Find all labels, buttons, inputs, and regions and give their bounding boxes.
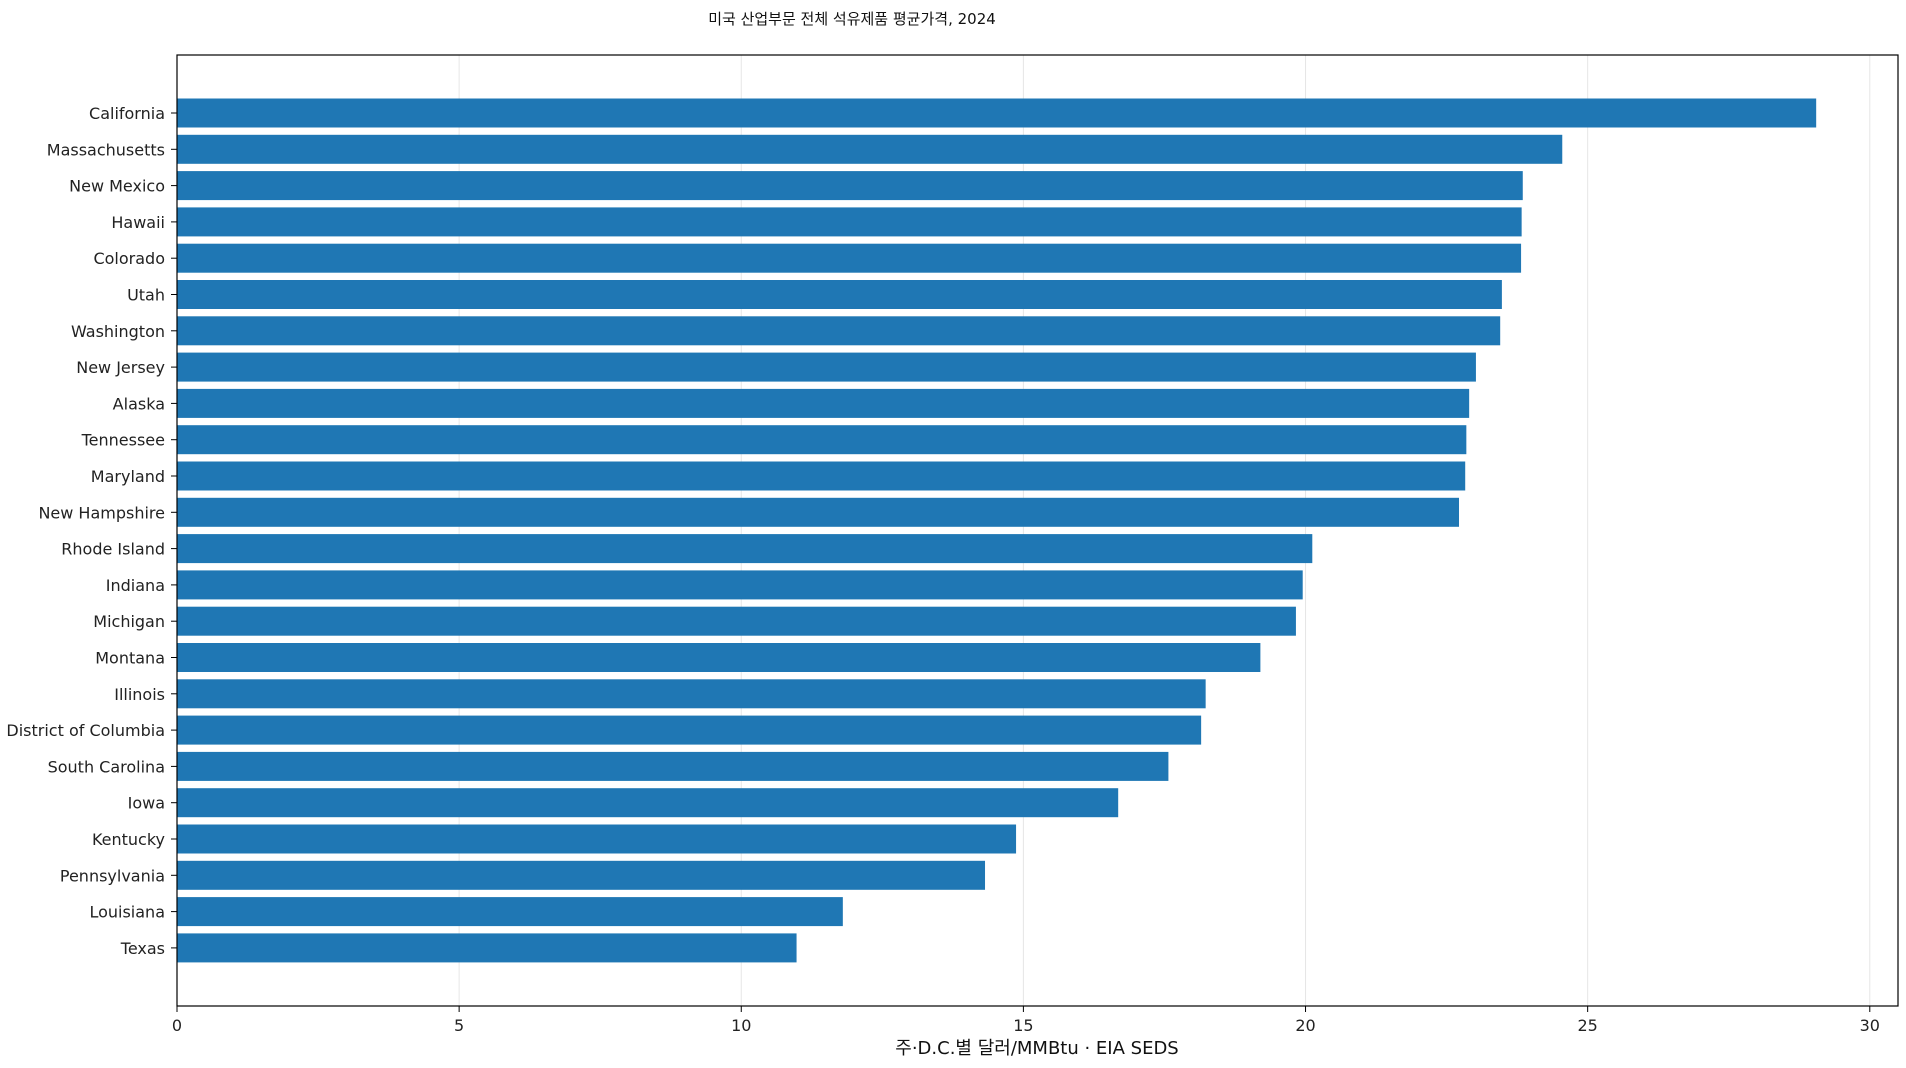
x-tick-label: 30 <box>1860 1016 1880 1035</box>
category-label: Michigan <box>93 612 165 631</box>
bar <box>177 171 1523 201</box>
category-label: Illinois <box>114 685 165 704</box>
x-tick-label: 20 <box>1295 1016 1315 1035</box>
bar <box>177 207 1522 237</box>
x-tick-label: 5 <box>454 1016 464 1035</box>
bar <box>177 933 797 963</box>
category-label: Iowa <box>128 794 165 813</box>
bar <box>177 679 1206 709</box>
bar <box>177 352 1476 382</box>
bar <box>177 461 1466 491</box>
bar <box>177 497 1460 527</box>
bar <box>177 98 1817 128</box>
x-tick-label: 15 <box>1013 1016 1033 1035</box>
x-tick-label: 10 <box>731 1016 751 1035</box>
category-label: Alaska <box>113 394 165 413</box>
bar <box>177 134 1563 164</box>
category-label: Kentucky <box>92 830 165 849</box>
category-labels: California Massachusetts New Mexico Hawaii C… <box>6 104 177 958</box>
plot-frame <box>176 54 1899 1007</box>
x-axis-label: 주·D.C.별 달러/MMBtu · EIA SEDS <box>895 1038 1178 1059</box>
x-tick-label: 25 <box>1577 1016 1597 1035</box>
category-label: Hawaii <box>111 213 165 232</box>
x-axis-ticks: 0 5 10 15 20 25 30 <box>172 1006 1880 1035</box>
bar <box>177 606 1296 636</box>
category-label: New Jersey <box>76 358 165 377</box>
category-label: Pennsylvania <box>60 866 165 885</box>
bar <box>177 388 1470 418</box>
category-label: Colorado <box>93 249 165 268</box>
bar <box>177 751 1169 781</box>
bar <box>177 897 843 927</box>
category-label: Montana <box>95 649 165 668</box>
x-tick-label: 0 <box>172 1016 182 1035</box>
bar <box>177 280 1502 309</box>
category-label: District of Columbia <box>6 721 165 740</box>
category-label: South Carolina <box>48 757 165 776</box>
bar <box>177 570 1303 600</box>
category-label: Utah <box>127 286 165 305</box>
category-label: Massachusetts <box>47 140 165 159</box>
category-label: California <box>89 104 165 123</box>
category-label: Maryland <box>91 467 165 486</box>
bar <box>177 715 1202 745</box>
category-label: Indiana <box>106 576 165 595</box>
bar <box>177 824 1017 854</box>
bar <box>177 860 986 890</box>
bar <box>177 534 1313 564</box>
bar <box>177 788 1119 818</box>
category-label: New Hampshire <box>38 503 165 522</box>
category-label: Rhode Island <box>61 540 165 559</box>
category-label: Washington <box>71 322 165 341</box>
bar-group <box>177 98 1817 963</box>
category-label: Texas <box>120 939 165 958</box>
category-label: Tennessee <box>81 431 165 450</box>
bar <box>177 243 1522 273</box>
category-label: Louisiana <box>89 903 165 922</box>
bar <box>177 425 1467 455</box>
category-label: New Mexico <box>69 177 165 196</box>
chart-title: 미국 산업부문 전체 석유제품 평균가격, 2024 <box>708 10 996 28</box>
bar <box>177 316 1501 346</box>
bar <box>177 643 1261 672</box>
